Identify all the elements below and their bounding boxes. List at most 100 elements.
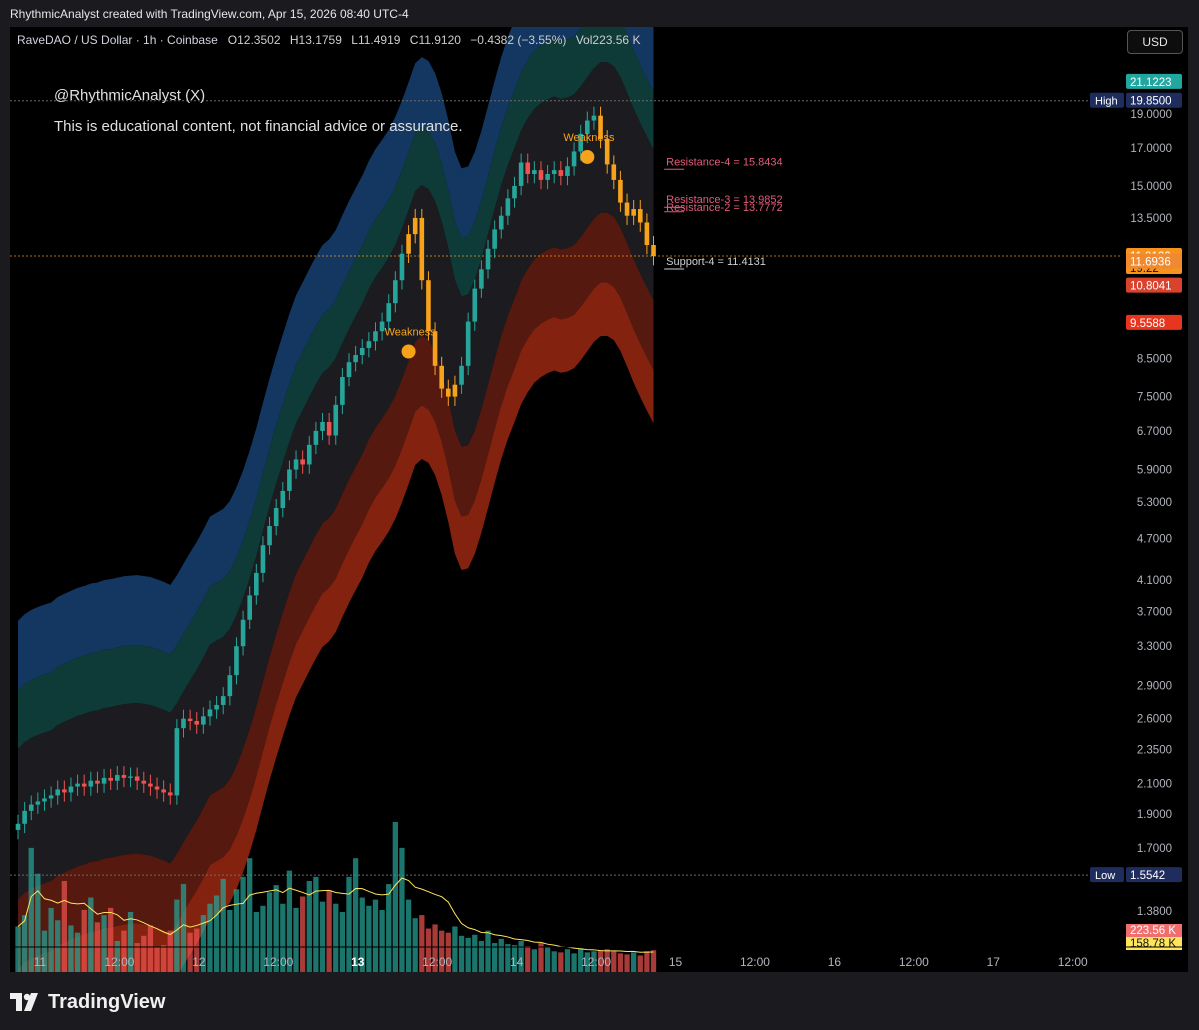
volume-bar	[399, 847, 405, 972]
candle-body	[214, 704, 219, 710]
candle-body	[22, 810, 27, 824]
candle-body	[55, 789, 61, 796]
tradingview-logo[interactable]: TradingView	[10, 989, 165, 1015]
volume-bar	[491, 943, 498, 972]
volume-bar	[147, 925, 154, 972]
volume-bar	[439, 930, 445, 972]
volume-bar	[485, 930, 491, 972]
volume-bar	[233, 889, 240, 972]
volume-bar	[61, 880, 67, 972]
candle-body	[525, 162, 531, 174]
lower-band-outer	[18, 282, 654, 972]
candle-body	[459, 365, 464, 385]
price-label-box	[1126, 73, 1182, 89]
candle-body	[201, 716, 206, 725]
time-tick: 13	[351, 955, 365, 969]
candle-body	[340, 377, 345, 405]
price-label-box	[1126, 867, 1182, 883]
close-value: 11.9120	[418, 33, 461, 47]
candle-body	[591, 115, 597, 121]
candle-body	[465, 321, 471, 366]
candle-body	[220, 696, 226, 705]
volume-bar	[326, 890, 332, 972]
volume-bar	[266, 892, 273, 972]
price-tick: 3.7000	[1137, 606, 1172, 618]
volume-bar	[558, 952, 564, 972]
candle-body	[300, 459, 305, 465]
candle-body	[565, 166, 570, 176]
candle-body	[518, 162, 524, 186]
volume-bar	[624, 954, 630, 972]
volume-bar	[452, 926, 458, 972]
volume-bar	[240, 876, 246, 972]
candle-body	[313, 430, 319, 445]
volume-bar	[28, 847, 34, 972]
volume-bar	[180, 884, 187, 972]
volume-bar	[538, 943, 544, 972]
low-value: 11.4919	[357, 33, 401, 47]
candle-body	[62, 789, 67, 793]
weakness-marker	[580, 149, 595, 164]
weakness-label: Weakness	[563, 132, 615, 144]
volume-bar	[405, 899, 412, 972]
price-tick: 3.3000	[1137, 641, 1172, 653]
candle-body	[240, 619, 246, 647]
volume-bar	[644, 951, 650, 972]
change-value: −0.4382 (−3.55%)	[470, 33, 567, 47]
volume-bar	[432, 924, 438, 972]
volume-bar	[617, 953, 624, 972]
volume-bar	[167, 930, 173, 972]
price-tick: 7.5000	[1137, 392, 1172, 404]
price-tick: 1.3800	[1137, 906, 1172, 918]
candle-body	[578, 133, 583, 152]
candle-body	[95, 780, 100, 784]
price-label: 9.5588	[1130, 318, 1165, 330]
price-tick: 4.1000	[1137, 575, 1172, 587]
volume-ma-line	[17, 877, 654, 953]
upper-band-inner	[18, 27, 654, 749]
candle-body	[280, 490, 286, 508]
candle-body	[81, 783, 87, 787]
candle-body	[538, 170, 544, 180]
volume-bar	[154, 947, 160, 972]
volume-bar	[531, 949, 538, 972]
volume-bar	[637, 955, 643, 972]
candle-body	[393, 280, 398, 304]
price-label-box	[1126, 277, 1182, 293]
candle-body	[631, 209, 636, 216]
level-label: Resistance-4 = 15.8434	[666, 156, 783, 168]
volume-bar	[478, 940, 485, 972]
candle-body	[637, 209, 643, 223]
price-tick: 19.0000	[1130, 109, 1172, 121]
price-tag-box	[1090, 867, 1124, 883]
time-tick: 12:00	[740, 955, 770, 969]
volume-bar	[564, 949, 571, 972]
price-tick: 2.6000	[1137, 714, 1172, 726]
candle-body	[267, 526, 272, 546]
volume-bar	[41, 930, 48, 972]
price-chart[interactable]: Resistance-4 = 15.8434 Resistance-3 = 13.…	[10, 27, 1188, 972]
price-axis	[1120, 27, 1188, 972]
volume-bar	[319, 901, 326, 972]
volume-bar	[631, 952, 637, 972]
candle-body	[432, 331, 438, 366]
volume-bar	[339, 912, 346, 972]
price-tick: 4.7000	[1137, 534, 1172, 546]
candle-body	[320, 421, 325, 431]
candle-body	[287, 469, 292, 491]
candle-body	[598, 115, 603, 140]
symbol-info-bar: RaveDAO / US Dollar · 1h · Coinbase O12.…	[17, 33, 641, 47]
chart-area[interactable]: Resistance-4 = 15.8434 Resistance-3 = 13.…	[10, 27, 1188, 972]
volume-bar	[68, 925, 74, 972]
volume-bar	[412, 918, 418, 972]
price-label: 10.8041	[1130, 281, 1172, 293]
volume-bar	[366, 905, 372, 972]
currency-button[interactable]: USD	[1127, 30, 1183, 54]
volume-bar	[352, 858, 359, 972]
candle-body	[412, 217, 418, 235]
price-tick: 1.7000	[1137, 843, 1172, 855]
price-label-box	[1126, 253, 1182, 269]
candle-body	[585, 120, 590, 134]
volume-bar	[187, 932, 193, 972]
price-tag: High	[1095, 96, 1118, 108]
